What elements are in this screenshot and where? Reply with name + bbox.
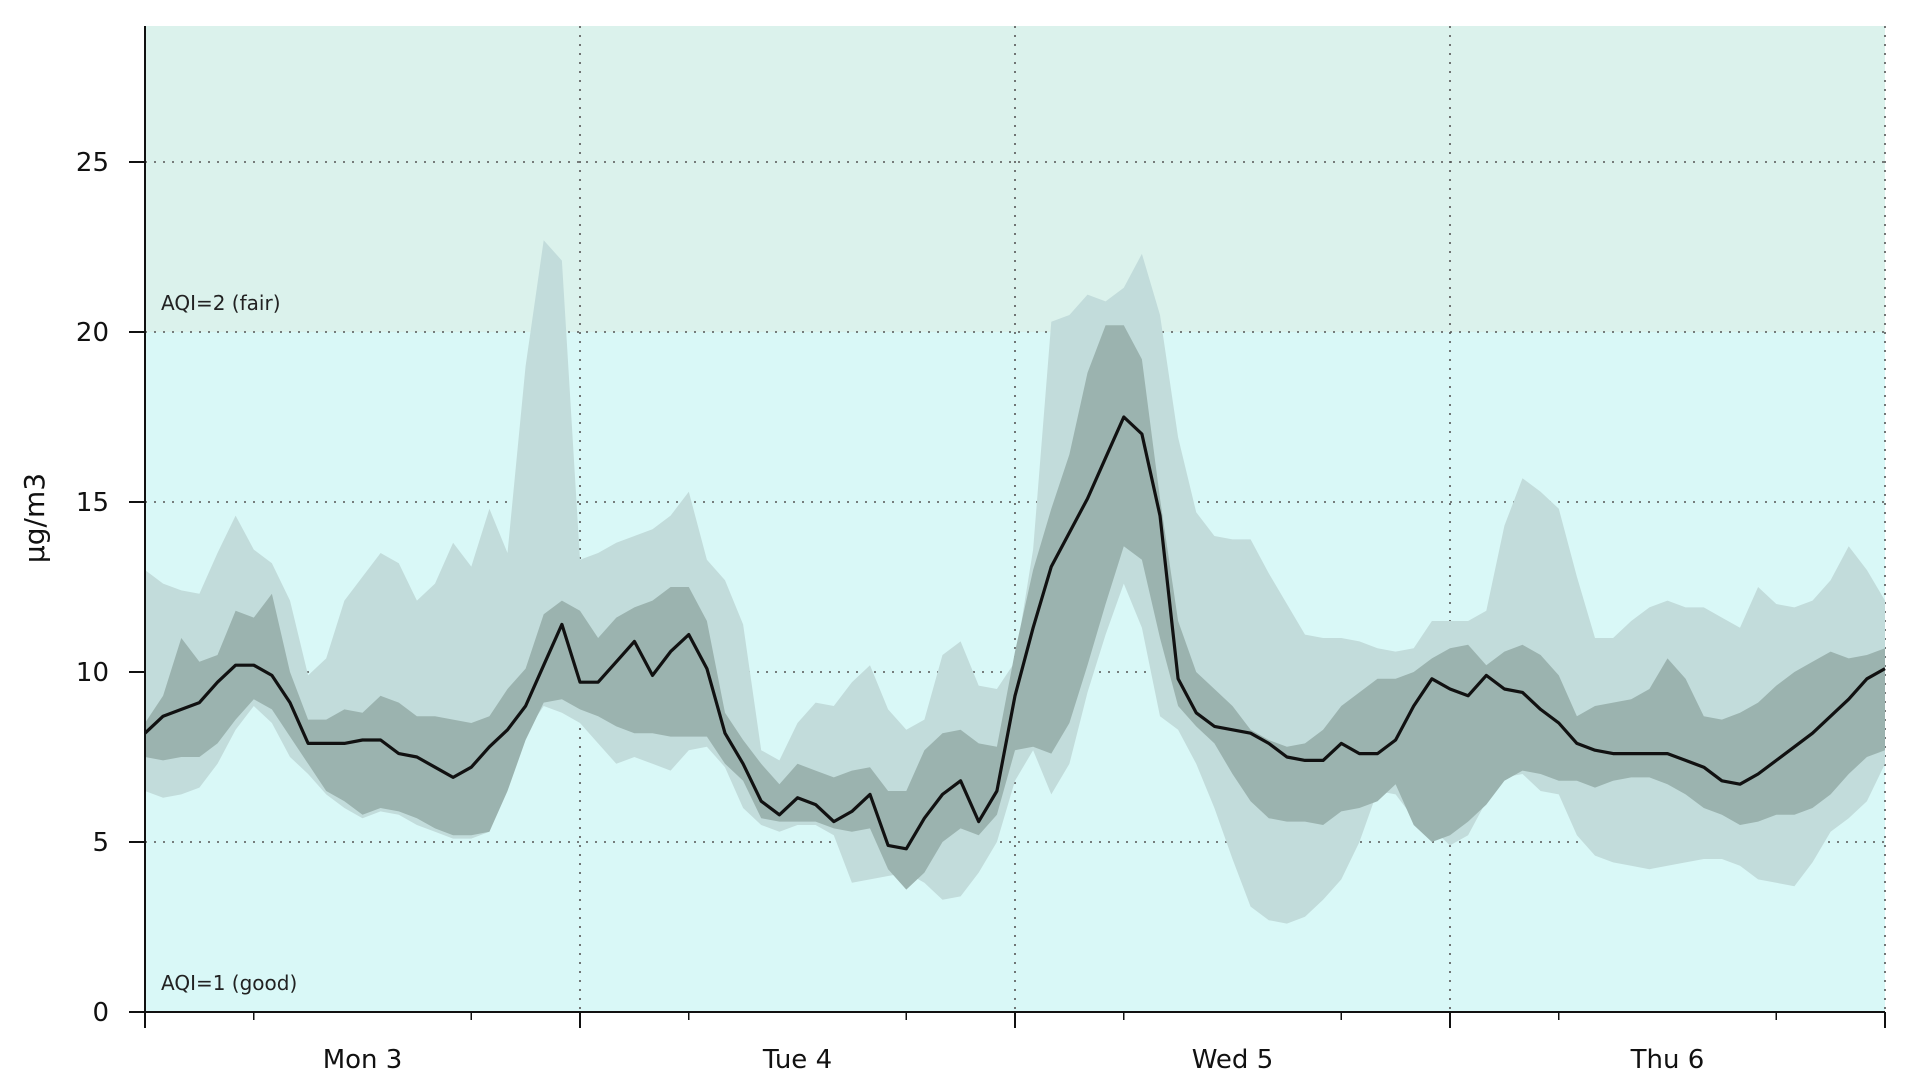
y-tick-label: 0: [92, 998, 109, 1028]
y-tick-labels: 0 5 10 15 20 25: [76, 148, 109, 1028]
x-tick-label: Thu 6: [1630, 1045, 1705, 1075]
y-tick-label: 10: [76, 658, 109, 688]
y-tick-label: 25: [76, 148, 109, 178]
y-axis-label: µg/m3: [18, 473, 51, 563]
inner-uncertainty-band: [145, 325, 1885, 890]
x-tick-label: Wed 5: [1192, 1045, 1274, 1075]
y-tick-label: 15: [76, 488, 109, 518]
x-tick-label: Tue 4: [762, 1045, 832, 1075]
aqi-band-label-2: AQI=2 (fair): [161, 291, 281, 315]
aqi-band-label-1: AQI=1 (good): [161, 971, 297, 995]
x-tick-labels: Mon 3 Tue 4 Wed 5 Thu 6: [323, 1045, 1705, 1075]
y-tick-label: 20: [76, 318, 109, 348]
band-labels: AQI=1 (good) AQI=2 (fair): [161, 291, 297, 995]
y-tick-label: 5: [92, 828, 109, 858]
median-line: [143, 415, 1886, 851]
x-tick-label: Mon 3: [323, 1045, 403, 1075]
axes-layer: [129, 26, 1886, 1028]
